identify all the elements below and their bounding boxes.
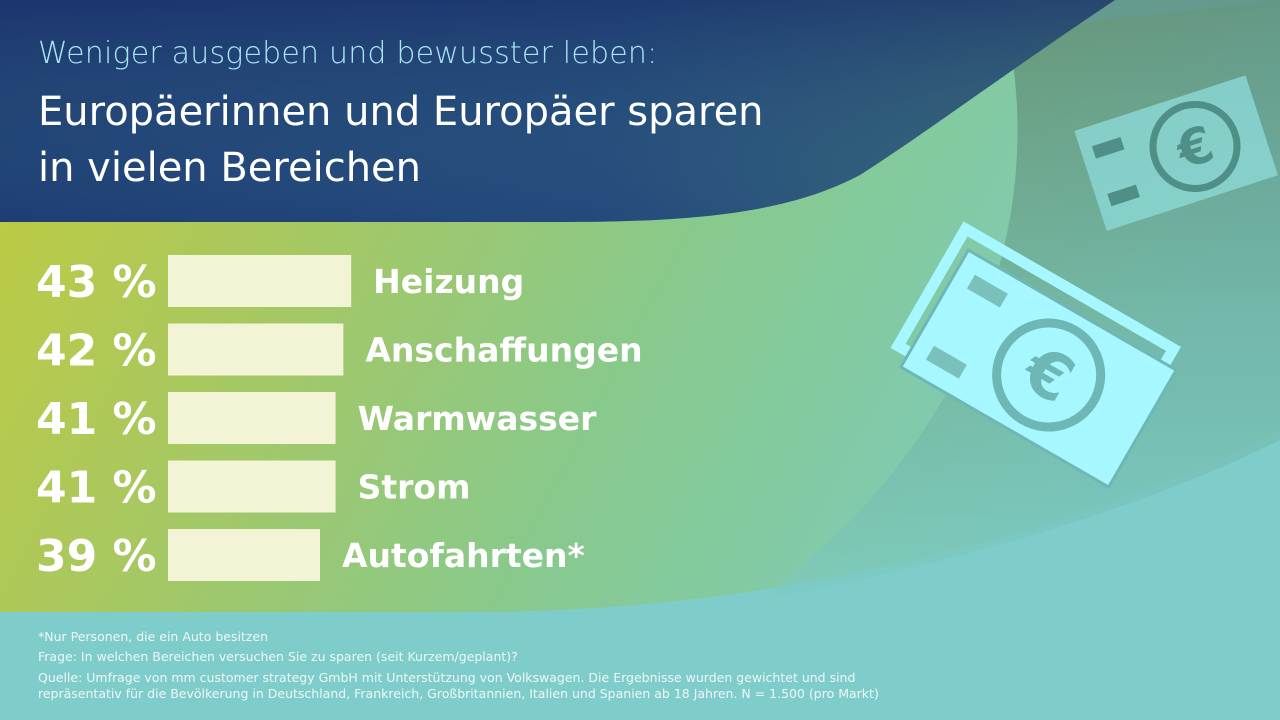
category-label: Heizung xyxy=(373,262,524,301)
bar-warmwasser xyxy=(168,392,336,444)
chart-title: Europäerinnen und Europäer sparen in vie… xyxy=(38,84,938,196)
title-line-1: Europäerinnen und Europäer sparen xyxy=(38,89,764,135)
survey-question: Frage: In welchen Bereichen versuchen Si… xyxy=(38,649,518,664)
category-label: Anschaffungen xyxy=(365,331,642,370)
bar-autofahrten xyxy=(168,529,320,581)
category-label: Autofahrten* xyxy=(342,536,585,575)
value-label: 41 % xyxy=(36,463,157,514)
euro-banknote-icon: € xyxy=(1074,75,1278,231)
euro-banknote-stack-icon: € xyxy=(890,221,1181,490)
bar-anschaffungen xyxy=(168,323,344,376)
bar-heizung xyxy=(168,255,352,307)
source-line-2: repräsentativ für die Bevölkerung in Deu… xyxy=(38,686,879,701)
bar-strom xyxy=(168,460,336,513)
value-label: 43 % xyxy=(36,257,157,308)
value-label: 39 % xyxy=(36,531,157,582)
chart-subtitle: Weniger ausgeben und bewusster leben: xyxy=(38,36,658,71)
value-label: 41 % xyxy=(36,394,157,445)
source-line-1: Quelle: Umfrage von mm customer strategy… xyxy=(38,670,856,685)
category-label: Strom xyxy=(358,468,471,507)
source-note: Quelle: Umfrage von mm customer strategy… xyxy=(38,670,1038,702)
title-line-2: in vielen Bereichen xyxy=(38,145,422,191)
category-label: Warmwasser xyxy=(358,399,598,438)
value-label: 42 % xyxy=(36,326,157,377)
footnote: *Nur Personen, die ein Auto besitzen xyxy=(38,629,269,644)
